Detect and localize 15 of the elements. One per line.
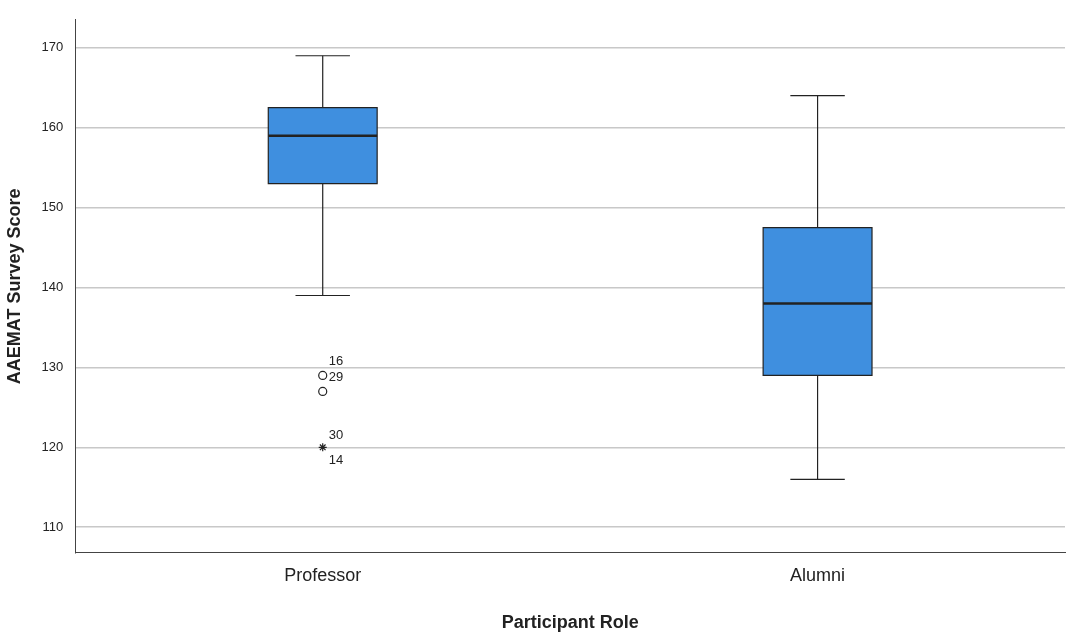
y-tick-label: 150 <box>41 199 64 215</box>
y-axis-title: AAEMAT Survey Score <box>3 188 24 385</box>
y-tick-label: 170 <box>41 39 64 55</box>
y-tick-label: 160 <box>41 119 64 135</box>
annotation: 16 <box>328 352 344 368</box>
annotation: 29 <box>328 368 344 384</box>
y-tick-label: 130 <box>41 358 64 374</box>
x-axis-title: Participant Role <box>501 612 639 633</box>
x-tick-label: Alumni <box>790 564 846 585</box>
annotation: 14 <box>328 451 344 467</box>
annotation: 30 <box>328 426 344 442</box>
x-tick-label: Professor <box>284 564 362 585</box>
y-tick-label: 110 <box>42 518 64 534</box>
y-tick-label: 120 <box>41 438 64 454</box>
y-tick-label: 140 <box>41 279 64 295</box>
